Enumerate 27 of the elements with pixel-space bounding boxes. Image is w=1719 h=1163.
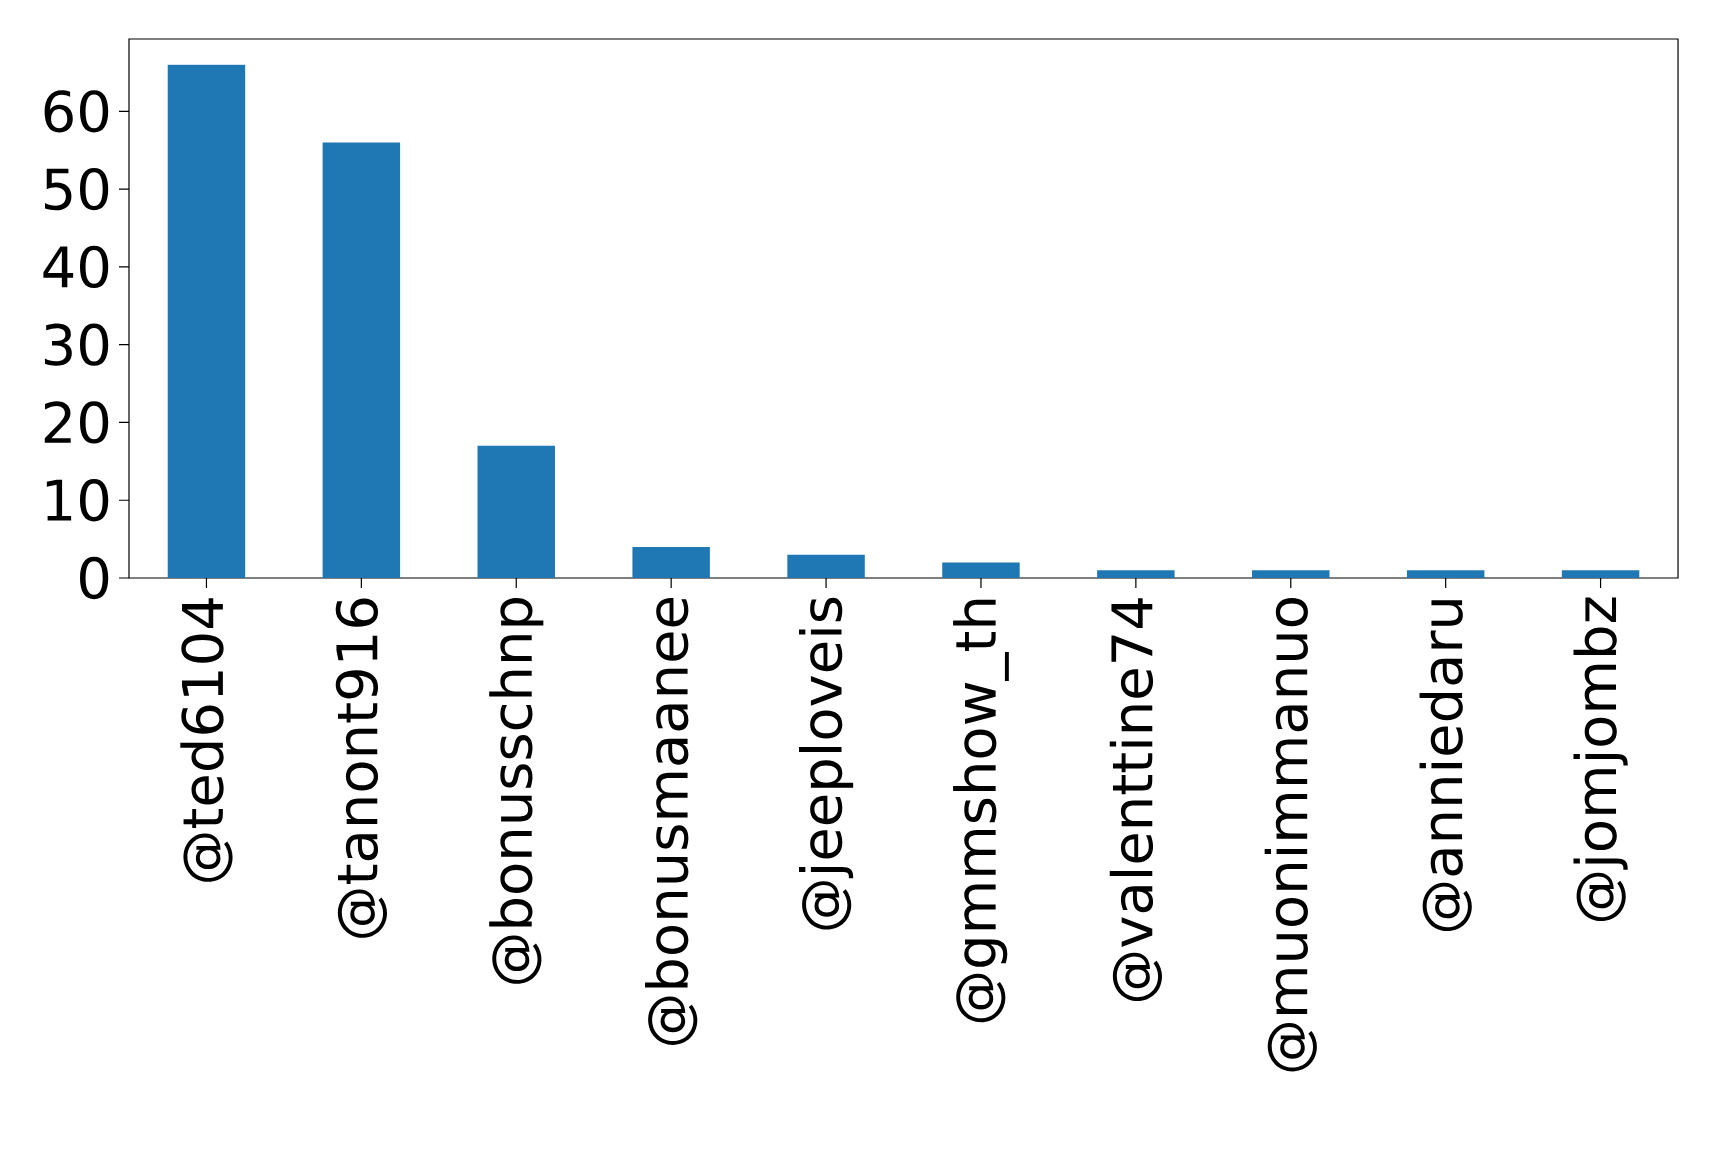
- bar: [167, 64, 246, 579]
- bar: [1097, 570, 1175, 579]
- y-tick-label: 0: [80, 556, 109, 600]
- bar: [632, 546, 710, 579]
- bar: [1252, 570, 1330, 579]
- x-tick-label: @jomjombz: [1573, 597, 1628, 922]
- x-tick-label: @bonusschnp: [489, 598, 544, 984]
- y-tick-label: 60: [44, 90, 109, 133]
- bar: [787, 554, 865, 579]
- bar: [1561, 570, 1640, 579]
- y-tick-label: 50: [45, 167, 109, 211]
- x-tick-label: @tanont916: [335, 598, 387, 938]
- x-tick-label: @valenttine74: [1109, 598, 1162, 1002]
- y-tick-label: 40: [43, 245, 109, 289]
- bar: [477, 445, 555, 579]
- y-tick-label: 10: [46, 479, 109, 522]
- x-tick-label: @muonimmanuo: [1264, 598, 1317, 1072]
- x-tick-label: @ted6104: [180, 598, 233, 882]
- y-tick-label: 20: [44, 401, 109, 444]
- x-tick-label: @gmmshow_th: [953, 599, 1009, 1023]
- x-tick-label: @jeeploveis: [798, 597, 854, 930]
- bar: [942, 562, 1020, 579]
- bar: [1406, 570, 1485, 579]
- y-tick-label: 30: [44, 323, 109, 366]
- bar: [322, 142, 401, 579]
- x-tick-label: @bonusmaanee: [645, 598, 698, 1045]
- x-tick-label: @anniedaru: [1419, 600, 1472, 932]
